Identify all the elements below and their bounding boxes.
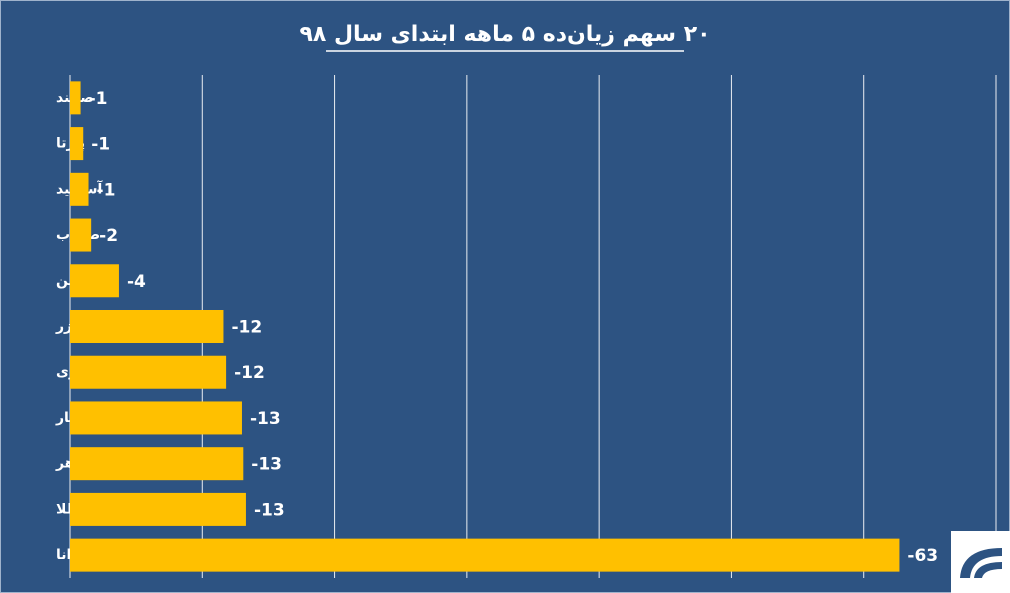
chart-title: ۲۰ سهم زیان‌ده ۵ ماهه ابتدای سال ۹۸ xyxy=(299,22,710,47)
data-label: -63 xyxy=(907,546,938,566)
data-label: -13 xyxy=(251,455,282,475)
bar xyxy=(70,355,227,389)
bar xyxy=(70,127,84,161)
bar xyxy=(70,492,246,526)
data-label: -2 xyxy=(99,226,118,246)
bar xyxy=(70,81,81,115)
y-tick-label: زر xyxy=(55,319,72,335)
bar xyxy=(70,172,89,206)
data-label: -13 xyxy=(254,500,285,520)
bar xyxy=(70,401,242,435)
bar xyxy=(70,310,224,343)
bar xyxy=(70,218,92,252)
bar xyxy=(70,447,244,481)
logo xyxy=(951,531,1010,593)
data-label: -12 xyxy=(234,363,265,383)
bar xyxy=(70,538,900,572)
data-label: -4 xyxy=(127,272,146,292)
data-label: -1 xyxy=(97,180,116,200)
data-label: -1 xyxy=(89,89,108,109)
data-label: -1 xyxy=(91,135,110,155)
data-label: -13 xyxy=(250,409,281,429)
data-label: -12 xyxy=(231,318,262,338)
bar xyxy=(70,264,119,298)
